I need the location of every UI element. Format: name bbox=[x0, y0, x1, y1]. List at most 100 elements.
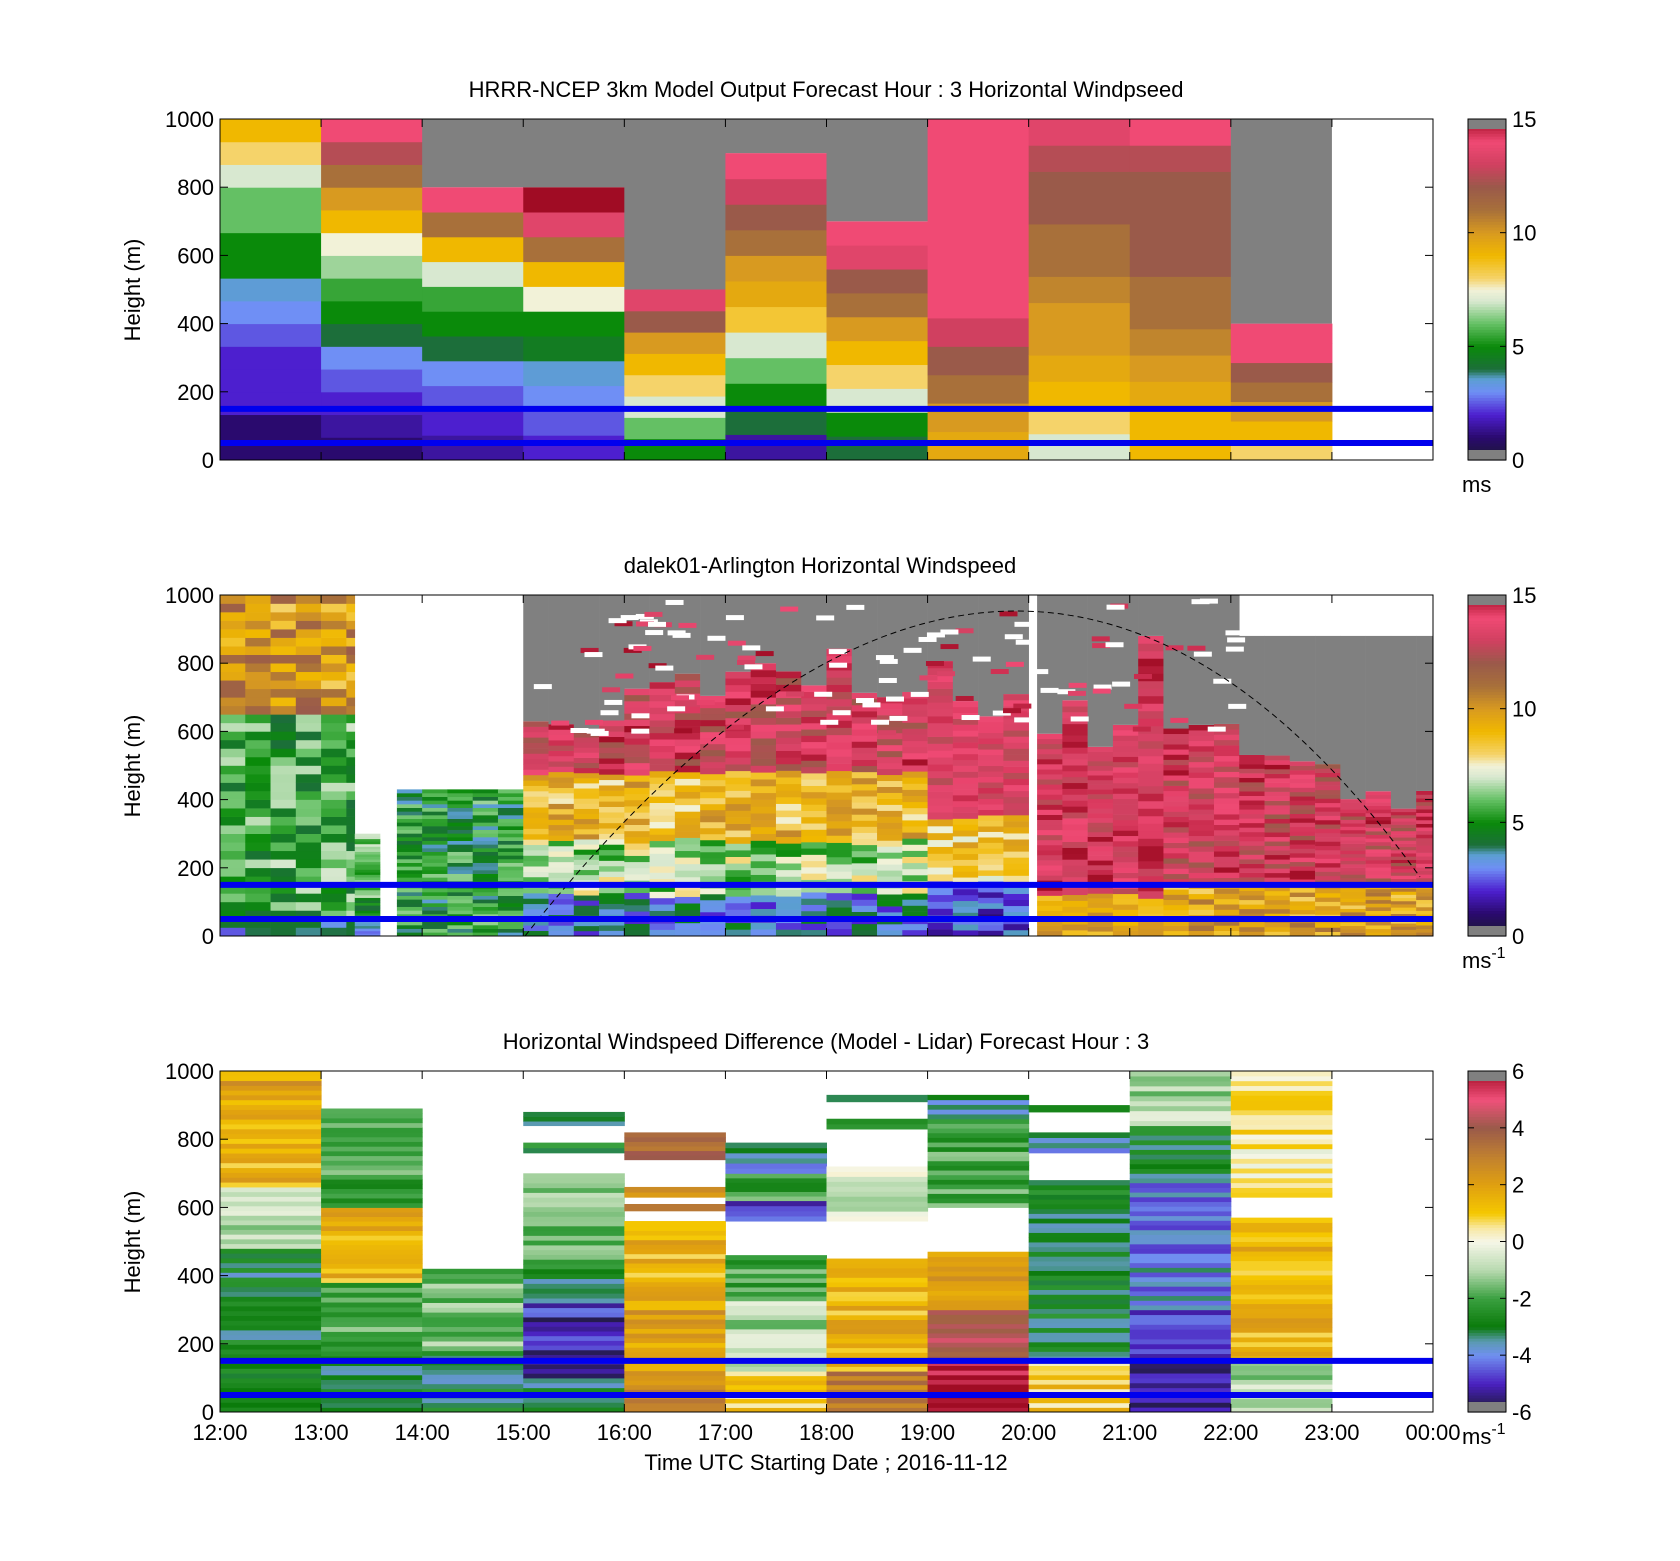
heatmap-cell bbox=[674, 699, 701, 707]
heatmap-cell bbox=[1213, 824, 1240, 831]
colorbar-swatch bbox=[1468, 320, 1506, 325]
heatmap-cell bbox=[978, 925, 1004, 931]
heatmap-cell bbox=[725, 922, 751, 930]
heatmap-cell bbox=[1129, 1085, 1232, 1092]
heatmap-cell bbox=[851, 808, 878, 815]
heatmap-cell bbox=[220, 119, 322, 143]
colorbar-swatch bbox=[1468, 130, 1506, 134]
colorbar-swatch bbox=[1468, 1346, 1506, 1351]
heatmap-cell bbox=[826, 727, 853, 736]
heatmap-cell bbox=[1188, 814, 1215, 821]
heatmap-cell bbox=[1040, 687, 1059, 693]
heatmap-cell bbox=[801, 735, 827, 743]
heatmap-cell bbox=[220, 1382, 322, 1389]
heatmap-cell bbox=[1028, 1246, 1131, 1252]
heatmap-cell bbox=[1129, 1334, 1232, 1340]
heatmap-cell bbox=[321, 910, 347, 920]
heatmap-cell bbox=[422, 903, 448, 907]
heatmap-cell bbox=[624, 1347, 726, 1353]
heatmap-cell bbox=[1390, 900, 1417, 905]
heatmap-cell bbox=[927, 874, 954, 882]
heatmap-cell bbox=[902, 899, 928, 906]
heatmap-cell bbox=[1315, 897, 1341, 902]
heatmap-cell bbox=[624, 1328, 726, 1334]
heatmap-cell bbox=[952, 765, 979, 772]
heatmap-cell bbox=[826, 1272, 929, 1278]
heatmap-cell bbox=[422, 1312, 524, 1318]
heatmap-cell bbox=[396, 793, 423, 798]
heatmap-cell bbox=[725, 1277, 827, 1283]
heatmap-cell bbox=[422, 870, 448, 874]
heatmap-cell bbox=[927, 922, 954, 930]
heatmap-cell bbox=[1037, 925, 1063, 932]
heatmap-cell bbox=[220, 1267, 322, 1273]
heatmap-cell bbox=[775, 843, 802, 851]
heatmap-cell bbox=[245, 859, 271, 869]
heatmap-cell bbox=[1003, 833, 1029, 840]
heatmap-cell bbox=[952, 865, 979, 872]
heatmap-cell bbox=[927, 674, 954, 682]
heatmap-cell bbox=[580, 647, 599, 653]
colorbar-swatch bbox=[1468, 1144, 1506, 1149]
heatmap-cell bbox=[270, 799, 297, 809]
heatmap-cell bbox=[321, 808, 347, 817]
heatmap-cell bbox=[548, 824, 575, 831]
heatmap-cell bbox=[220, 1272, 322, 1278]
heatmap-cell bbox=[472, 870, 499, 874]
heatmap-cell bbox=[1132, 726, 1151, 732]
heatmap-cell bbox=[927, 1251, 1030, 1258]
heatmap-cell bbox=[1315, 776, 1341, 782]
heatmap-cell bbox=[1315, 923, 1341, 928]
heatmap-cell bbox=[649, 726, 676, 734]
heatmap-cell bbox=[1028, 1398, 1131, 1404]
heatmap-cell bbox=[1138, 845, 1164, 854]
heatmap-cell bbox=[750, 792, 777, 800]
heatmap-cell bbox=[1239, 786, 1265, 792]
x-tick-label: 00:00 bbox=[1405, 1420, 1460, 1445]
heatmap-cell bbox=[447, 903, 474, 907]
heatmap-cell bbox=[321, 1117, 423, 1124]
heatmap-cell bbox=[497, 895, 524, 900]
heatmap-cell bbox=[1112, 730, 1139, 736]
heatmap-cell bbox=[1112, 899, 1139, 905]
heatmap-cell bbox=[1289, 931, 1316, 936]
heatmap-cell bbox=[826, 316, 929, 342]
heatmap-cell bbox=[523, 817, 549, 824]
heatmap-cell bbox=[927, 1160, 1030, 1166]
heatmap-cell bbox=[1037, 910, 1063, 917]
heatmap-cell bbox=[422, 360, 524, 387]
colorbar-swatch bbox=[1468, 346, 1506, 350]
heatmap-cell bbox=[346, 637, 356, 647]
heatmap-cell bbox=[220, 1257, 322, 1264]
heatmap-cell bbox=[1264, 886, 1291, 892]
heatmap-cell bbox=[220, 1215, 322, 1221]
heatmap-cell bbox=[1062, 865, 1088, 872]
heatmap-cell bbox=[775, 770, 802, 778]
heatmap-cell bbox=[1188, 804, 1215, 810]
heatmap-cell bbox=[952, 859, 979, 866]
heatmap-cell bbox=[927, 232, 1030, 262]
heatmap-cell bbox=[952, 706, 979, 714]
heatmap-cell bbox=[422, 844, 448, 849]
heatmap-cell bbox=[1112, 835, 1139, 842]
heatmap-cell bbox=[1028, 1284, 1131, 1291]
heatmap-cell bbox=[1188, 893, 1215, 900]
heatmap-cell bbox=[346, 603, 356, 613]
heatmap-cell bbox=[775, 684, 802, 692]
heatmap-cell bbox=[295, 731, 322, 741]
heatmap-cell bbox=[321, 1249, 423, 1255]
heatmap-cell bbox=[1239, 922, 1265, 928]
heatmap-cell bbox=[1365, 870, 1392, 875]
heatmap-cell bbox=[422, 1388, 524, 1394]
heatmap-cell bbox=[927, 1365, 1030, 1371]
heatmap-cell bbox=[952, 730, 979, 737]
heatmap-cell bbox=[599, 887, 625, 894]
heatmap-cell bbox=[1416, 910, 1433, 915]
heatmap-cell bbox=[472, 844, 499, 849]
heatmap-cell bbox=[523, 764, 549, 770]
heatmap-cell bbox=[624, 756, 650, 764]
heatmap-cell bbox=[1340, 932, 1366, 936]
heatmap-cell bbox=[1188, 767, 1215, 773]
heatmap-cell bbox=[877, 894, 903, 901]
heatmap-cell bbox=[1230, 1158, 1333, 1164]
